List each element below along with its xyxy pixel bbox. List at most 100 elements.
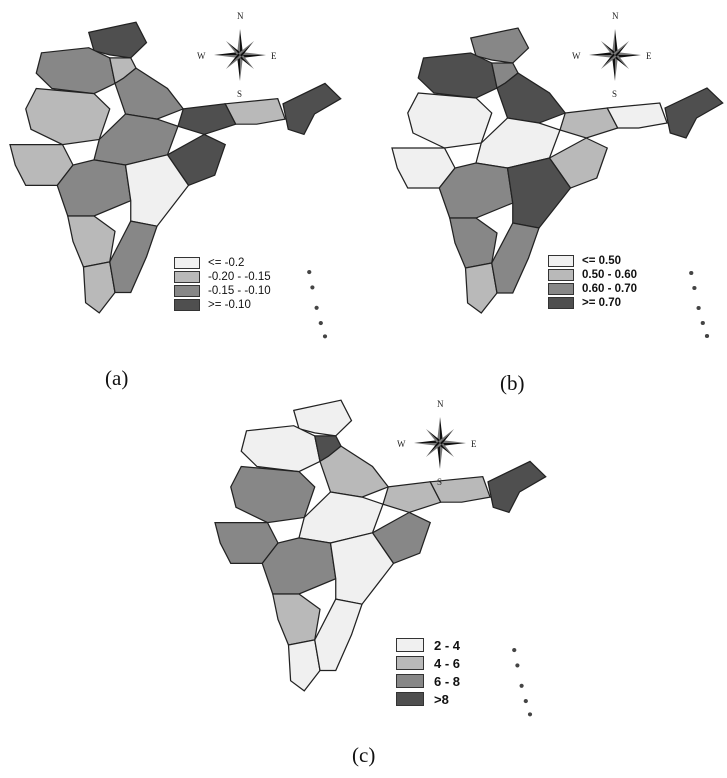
legend-label: 0.50 - 0.60 bbox=[582, 269, 637, 281]
map-region bbox=[417, 52, 498, 99]
map-region bbox=[559, 107, 619, 139]
island-mark bbox=[307, 270, 312, 275]
compass-label: N bbox=[237, 11, 244, 21]
map-a bbox=[9, 21, 342, 339]
caption-b: (b) bbox=[500, 371, 525, 395]
legend-swatch bbox=[396, 638, 424, 652]
legend-swatch bbox=[548, 297, 574, 309]
legend-item: 2 - 4 bbox=[396, 637, 526, 655]
legend-item: 6 - 8 bbox=[396, 673, 526, 691]
legend-swatch bbox=[174, 271, 200, 283]
legend-label: >= -0.10 bbox=[208, 299, 251, 311]
legend-item: <= -0.2 bbox=[174, 256, 324, 270]
island-mark bbox=[310, 285, 315, 290]
compass-rose-icon bbox=[414, 417, 466, 469]
map-region bbox=[109, 220, 158, 294]
compass-label: S bbox=[237, 89, 243, 99]
map-region bbox=[82, 261, 116, 314]
caption-a: (a) bbox=[105, 366, 129, 390]
island-mark bbox=[527, 712, 533, 717]
island-mark bbox=[512, 648, 517, 653]
map-region bbox=[177, 103, 237, 136]
legend-label: 0.60 - 0.70 bbox=[582, 283, 637, 295]
compass-label: W bbox=[572, 51, 581, 61]
map-region bbox=[25, 87, 111, 146]
compass-label: E bbox=[646, 51, 652, 61]
map-region bbox=[35, 47, 116, 95]
legend-c: 2 - 4 4 - 6 6 - 8 >8 bbox=[396, 637, 526, 713]
island-mark bbox=[689, 271, 694, 275]
compass-label: E bbox=[271, 51, 277, 61]
legend-item: >8 bbox=[396, 691, 526, 709]
legend-label: 2 - 4 bbox=[434, 638, 461, 653]
map-region bbox=[240, 425, 321, 473]
compass-rose-icon bbox=[589, 29, 641, 81]
island-mark bbox=[692, 286, 697, 290]
legend-item: -0.15 - -0.10 bbox=[174, 284, 324, 298]
map-region bbox=[464, 262, 498, 314]
legend-swatch bbox=[548, 269, 574, 281]
legend-label: >8 bbox=[434, 692, 449, 707]
compass-label: N bbox=[437, 399, 444, 409]
legend-label: -0.15 - -0.10 bbox=[208, 285, 271, 297]
map-region bbox=[487, 460, 547, 514]
legend-item: >= 0.70 bbox=[548, 296, 698, 310]
island-mark bbox=[314, 305, 319, 310]
legend-swatch bbox=[396, 656, 424, 670]
island-mark bbox=[700, 321, 705, 325]
map-region bbox=[382, 481, 442, 514]
map-b bbox=[391, 27, 724, 338]
legend-item: 4 - 6 bbox=[396, 655, 526, 673]
legend-swatch bbox=[396, 692, 424, 706]
island-mark bbox=[704, 334, 710, 338]
compass-rose-icon bbox=[214, 29, 266, 81]
compass-label: W bbox=[197, 51, 206, 61]
island-mark bbox=[322, 334, 328, 339]
map-region bbox=[314, 598, 363, 672]
island-mark bbox=[318, 321, 323, 326]
legend-item: -0.20 - -0.15 bbox=[174, 270, 324, 284]
legend-swatch bbox=[174, 299, 200, 311]
caption-c: (c) bbox=[352, 743, 376, 767]
map-region bbox=[230, 465, 316, 524]
map-region bbox=[224, 98, 286, 125]
map-region bbox=[491, 222, 540, 294]
map-region bbox=[407, 92, 493, 149]
island-mark bbox=[519, 683, 524, 688]
legend-swatch bbox=[396, 674, 424, 688]
legend-label: -0.20 - -0.15 bbox=[208, 271, 271, 283]
map-region bbox=[664, 87, 724, 139]
map-c bbox=[214, 399, 547, 717]
legend-item: <= 0.50 bbox=[548, 254, 698, 268]
legend-swatch bbox=[548, 255, 574, 267]
compass-label: N bbox=[612, 11, 619, 21]
map-region bbox=[429, 476, 491, 503]
legend-label: 6 - 8 bbox=[434, 674, 461, 689]
compass-label: S bbox=[612, 89, 618, 99]
legend-label: <= -0.2 bbox=[208, 257, 245, 269]
compass-label: E bbox=[471, 439, 477, 449]
compass-label: S bbox=[437, 477, 443, 487]
legend-b: <= 0.50 0.50 - 0.60 0.60 - 0.70 >= 0.70 bbox=[548, 254, 698, 310]
legend-item: 0.60 - 0.70 bbox=[548, 282, 698, 296]
map-region bbox=[271, 593, 321, 646]
map-region bbox=[606, 102, 668, 129]
map-region bbox=[287, 639, 321, 692]
island-mark bbox=[515, 663, 520, 668]
map-region bbox=[66, 215, 116, 268]
legend-swatch bbox=[548, 283, 574, 295]
island-mark bbox=[696, 306, 701, 310]
legend-a: <= -0.2 -0.20 - -0.15 -0.15 - -0.10 >= -0.1… bbox=[174, 256, 324, 312]
map-region bbox=[124, 154, 190, 227]
map-region bbox=[506, 157, 572, 229]
legend-label: 4 - 6 bbox=[434, 656, 461, 671]
map-region bbox=[448, 217, 498, 269]
legend-swatch bbox=[174, 257, 200, 269]
island-mark bbox=[523, 699, 528, 704]
legend-label: >= 0.70 bbox=[582, 297, 622, 309]
map-region bbox=[329, 532, 395, 605]
compass-label: W bbox=[397, 439, 406, 449]
map-region bbox=[282, 82, 342, 136]
legend-item: >= -0.10 bbox=[174, 298, 324, 312]
